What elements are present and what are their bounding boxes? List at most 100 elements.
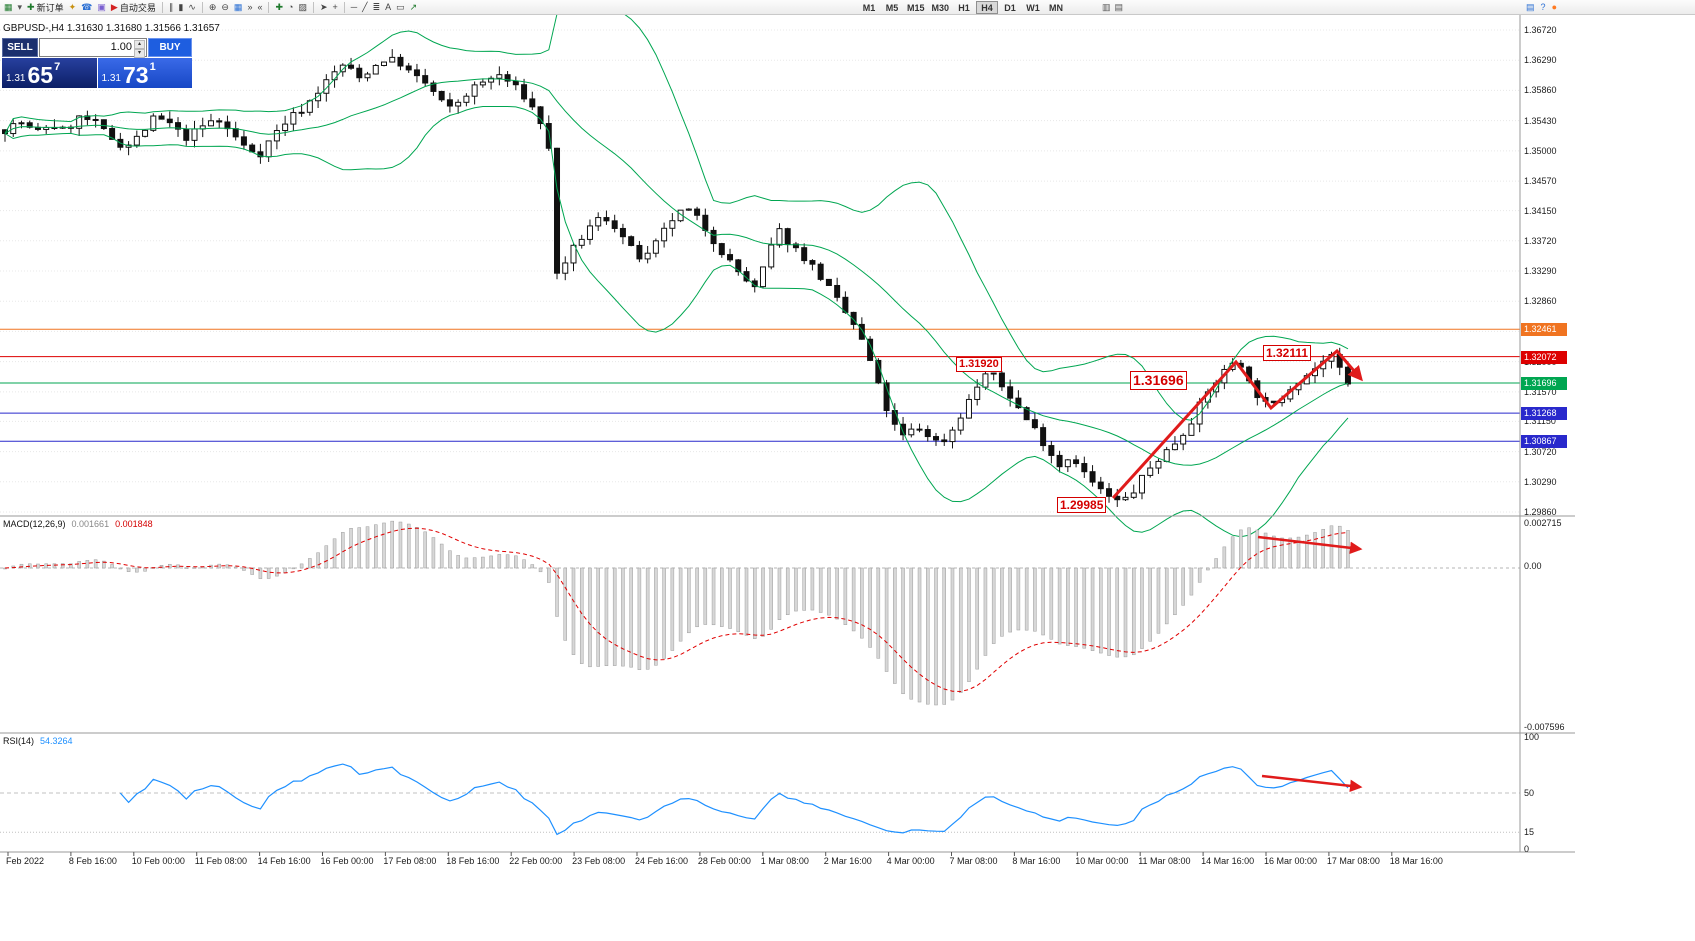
candle (18, 122, 25, 125)
toolbar: ▦ ▾ ✚ 新订单 ✦ ☎ ▣ ▶ 自动交易 ∥ ▮ ∿ ⊕ ⊖ ▦ » « ✚ ◔ ▨ ➤ + ─ ╱ ≣ A ▭ ↗ M1 M5 M1… (0, 0, 1695, 15)
help-icon[interactable]: ? (1540, 2, 1546, 12)
candle (990, 372, 997, 375)
chart-grid-icon[interactable]: ▥ (1102, 2, 1111, 12)
trend-arrow-drawing[interactable] (1111, 348, 1363, 500)
toolbar-right-group: ▤? ● (1526, 1, 1557, 14)
candle (694, 208, 701, 216)
volume-up-icon[interactable]: ▴ (134, 40, 145, 49)
candle (784, 228, 791, 245)
toolbar-window-group: ▥ ▤ (1102, 1, 1123, 14)
new-chart-icon[interactable]: ▦ (4, 1, 13, 12)
timeframe-m5-button[interactable]: M5 (881, 1, 903, 14)
buy-price-box[interactable]: 1.31 73 1 (97, 58, 192, 88)
candle (669, 220, 676, 229)
macd-main-value: 0.001661 (71, 519, 110, 529)
candle (586, 225, 593, 240)
candle (1138, 474, 1145, 494)
trade-panel-price-row: 1.31 65 7 1.31 73 1 (2, 58, 192, 88)
timeframe-w1-button[interactable]: W1 (1022, 1, 1044, 14)
candle (471, 84, 478, 97)
text-tool-icon[interactable]: A (385, 2, 392, 12)
sell-price-box[interactable]: 1.31 65 7 (2, 58, 97, 88)
candle (109, 128, 116, 140)
candle (356, 67, 363, 79)
timeframe-m30-button[interactable]: M30 (929, 1, 953, 14)
time-axis[interactable] (0, 853, 1520, 869)
label-tool-icon[interactable]: ▭ (396, 1, 405, 12)
crosshair-icon[interactable]: + (332, 2, 338, 12)
line-chart-icon[interactable]: ∿ (188, 1, 196, 12)
toolbar-separator (312, 1, 314, 13)
chart-shift-icon[interactable]: « (257, 2, 263, 12)
zoom-out-icon[interactable]: ⊖ (221, 1, 229, 12)
buy-button[interactable]: BUY (148, 38, 192, 57)
terminal-icon[interactable]: ▣ (97, 1, 106, 12)
macd-histogram (3, 520, 1350, 706)
timeframe-h4-button[interactable]: H4 (976, 1, 999, 14)
volume-stepper[interactable]: ▴ ▾ (134, 40, 145, 58)
trendline-tool-icon[interactable]: ╱ (362, 1, 368, 12)
timeframe-h1-button[interactable]: H1 (953, 1, 975, 14)
candle (933, 436, 940, 441)
buy-price-prefix: 1.31 (101, 73, 121, 84)
rsi-label: RSI(14) 54.3264 (3, 736, 73, 746)
candle (26, 122, 33, 128)
candle (1180, 434, 1187, 445)
volume-input[interactable]: 1.00 ▴ ▾ (39, 38, 147, 58)
data-window-icon[interactable]: ▤ (1114, 2, 1124, 12)
candle (512, 80, 519, 86)
hammer-tool-icon[interactable]: ✦ (68, 1, 77, 12)
chart-profiles-icon[interactable]: ▾ (17, 1, 23, 12)
autotrade-button[interactable]: ▶ 自动交易 (109, 1, 158, 14)
candle (413, 69, 420, 77)
candle (488, 77, 495, 83)
timeframe-mn-button[interactable]: MN (1045, 1, 1067, 14)
alerts-icon[interactable]: ▤ (1526, 2, 1535, 12)
candle (1122, 496, 1129, 501)
rsi-name: RSI(14) (3, 736, 35, 746)
candle (743, 271, 750, 282)
candle (1031, 419, 1038, 429)
notification-badge-icon[interactable]: ● (1551, 2, 1557, 12)
hline-tool-icon[interactable]: ─ (350, 2, 358, 12)
candle (941, 439, 948, 443)
candle (908, 428, 915, 436)
support-icon[interactable]: ☎ (81, 1, 93, 12)
cursor-icon[interactable]: ➤ (319, 1, 328, 12)
timeframe-m15-button[interactable]: M15 (904, 1, 928, 14)
candle (900, 423, 907, 436)
arrows-tool-icon[interactable]: ↗ (409, 1, 418, 12)
rsi-value: 54.3264 (40, 736, 73, 746)
candle (479, 81, 486, 86)
candlestick-chart-icon[interactable]: ▮ (178, 1, 184, 12)
autotrade-play-icon: ▶ (110, 1, 118, 12)
timeframe-m1-button[interactable]: M1 (858, 1, 880, 14)
zoom-in-icon[interactable]: ⊕ (208, 1, 217, 12)
macd-signal-value: 0.001848 (115, 519, 153, 529)
bar-chart-icon[interactable]: ∥ (168, 1, 174, 12)
add-indicator-icon[interactable]: ✚ (275, 1, 284, 12)
tile-windows-icon[interactable]: ▦ (233, 1, 243, 12)
candle (974, 386, 981, 400)
new-order-button[interactable]: ✚ 新订单 (25, 1, 66, 14)
volume-down-icon[interactable]: ▾ (134, 49, 145, 58)
candle (1023, 407, 1030, 421)
candle (207, 120, 214, 127)
price-axis[interactable] (1521, 15, 1575, 852)
timeframe-d1-button[interactable]: D1 (999, 1, 1021, 14)
candle (438, 90, 445, 101)
templates-icon[interactable]: ▨ (298, 1, 307, 12)
fibonacci-tool-icon[interactable]: ≣ (372, 1, 381, 12)
candle (339, 64, 346, 73)
periods-icon[interactable]: ◔ (288, 2, 294, 12)
sell-button[interactable]: SELL (2, 38, 38, 57)
trade-panel-top-row: SELL 1.00 ▴ ▾ BUY (2, 38, 192, 58)
candle (1344, 366, 1351, 385)
candle (537, 106, 544, 125)
candle (100, 119, 107, 130)
auto-scroll-icon[interactable]: » (247, 2, 253, 12)
macd-arrow-drawing[interactable] (1257, 535, 1363, 555)
candle (1155, 460, 1162, 469)
rsi-arrow-drawing[interactable] (1261, 774, 1363, 793)
